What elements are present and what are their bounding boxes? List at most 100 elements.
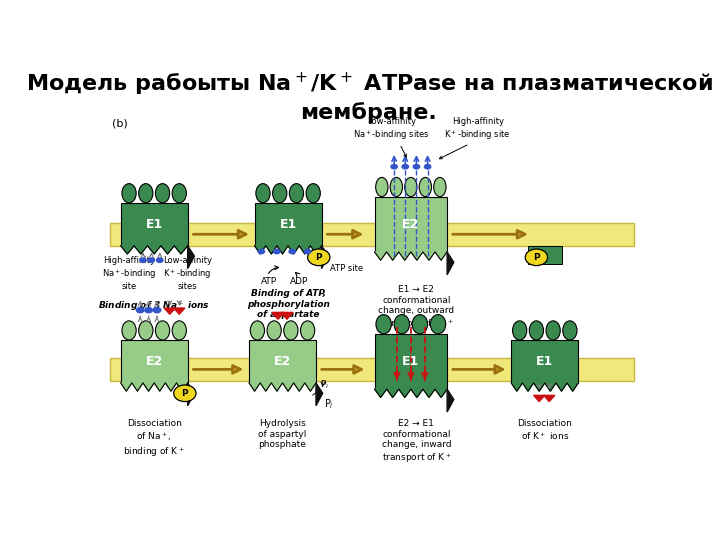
Ellipse shape [306,184,320,203]
Text: E2 → E1
conformational
change, inward
transport of K$^+$: E2 → E1 conformational change, inward tr… [382,420,451,465]
Polygon shape [316,383,323,406]
Text: ADP: ADP [290,277,308,286]
Ellipse shape [394,315,410,334]
Text: Binding of ATP,
phosphorylation
of aspartate: Binding of ATP, phosphorylation of aspar… [247,289,330,319]
Polygon shape [447,252,454,275]
Text: E2: E2 [402,218,420,231]
Circle shape [156,258,163,263]
Bar [255,203,322,246]
Text: E1: E1 [402,355,420,368]
Ellipse shape [122,321,136,340]
Bar [109,223,634,246]
Circle shape [526,249,547,266]
Text: High-affinity
Na$^+$-binding
site: High-affinity Na$^+$-binding site [102,256,156,291]
Polygon shape [121,383,188,391]
Circle shape [144,307,153,313]
Text: P: P [533,253,540,262]
Circle shape [136,307,145,313]
Polygon shape [174,308,185,314]
Bar [109,358,634,381]
Ellipse shape [156,184,170,203]
Text: Low-affinity
K$^+$-binding
sites: Low-affinity K$^+$-binding sites [163,256,212,291]
Ellipse shape [376,178,388,197]
Polygon shape [188,246,194,268]
Ellipse shape [563,321,577,340]
Polygon shape [272,313,284,319]
Circle shape [413,164,420,170]
Polygon shape [188,383,194,406]
Text: Dissociation
of Na$^+$,
binding of K$^+$: Dissociation of Na$^+$, binding of K$^+$ [123,420,185,459]
Text: E1: E1 [279,218,297,231]
Polygon shape [511,383,578,391]
Bar [528,246,562,265]
Bar [121,203,188,246]
Ellipse shape [413,315,428,334]
Polygon shape [281,313,293,319]
Ellipse shape [546,321,560,340]
Text: E1: E1 [145,218,163,231]
Ellipse shape [300,321,315,340]
Ellipse shape [139,184,153,203]
Ellipse shape [431,315,446,334]
Ellipse shape [376,315,392,334]
Text: Low-affinity
Na$^+$-binding sites: Low-affinity Na$^+$-binding sites [353,117,430,141]
Ellipse shape [513,321,527,340]
Polygon shape [544,395,555,402]
Text: Dissociation
of K$^+$ ions: Dissociation of K$^+$ ions [518,420,572,442]
Polygon shape [447,389,454,412]
Circle shape [139,258,147,263]
Ellipse shape [390,178,402,197]
Ellipse shape [156,321,170,340]
Bar [374,197,447,252]
Circle shape [258,248,265,254]
Circle shape [423,164,431,170]
Ellipse shape [267,321,282,340]
Circle shape [401,164,409,170]
Ellipse shape [433,178,446,197]
Polygon shape [374,252,447,260]
Bar [249,340,316,383]
Ellipse shape [256,184,270,203]
Polygon shape [121,246,188,254]
Text: P: P [181,389,188,398]
Circle shape [174,385,196,402]
Text: E1: E1 [536,355,554,368]
Text: E1 → E2
conformational
change, outward
transport of Na$^+$: E1 → E2 conformational change, outward t… [378,285,454,330]
Ellipse shape [419,178,431,197]
Circle shape [307,249,330,266]
Polygon shape [374,389,447,397]
Polygon shape [322,246,328,268]
Text: P: P [315,253,322,262]
Circle shape [288,248,296,254]
Ellipse shape [289,184,304,203]
Ellipse shape [139,321,153,340]
Text: ATP: ATP [261,277,276,286]
Bar [511,340,578,383]
Circle shape [304,248,312,254]
Text: E2: E2 [145,355,163,368]
Text: (b): (b) [112,119,128,129]
Text: Модель рабоыты Na$^+$/K$^+$ ATPase на плазматической
мембране.: Модель рабоыты Na$^+$/K$^+$ ATPase на пл… [26,71,712,123]
Ellipse shape [273,184,287,203]
Text: P$_i$: P$_i$ [320,378,330,390]
Circle shape [390,164,398,170]
Text: Hydrolysis
of aspartyl
phosphate: Hydrolysis of aspartyl phosphate [258,420,307,449]
Ellipse shape [122,184,136,203]
Bar [374,334,447,389]
Polygon shape [249,383,316,391]
Text: E2: E2 [274,355,291,368]
Polygon shape [164,308,176,314]
Text: High-affinity
K$^+$-binding site: High-affinity K$^+$-binding site [444,117,511,141]
Circle shape [153,307,161,313]
Ellipse shape [172,184,186,203]
Ellipse shape [284,321,298,340]
Ellipse shape [251,321,264,340]
Ellipse shape [405,178,417,197]
Ellipse shape [529,321,544,340]
Circle shape [273,248,281,254]
Bar [121,340,188,383]
Circle shape [148,258,156,263]
Polygon shape [534,395,545,402]
Ellipse shape [172,321,186,340]
Text: P$_i$: P$_i$ [324,397,334,411]
